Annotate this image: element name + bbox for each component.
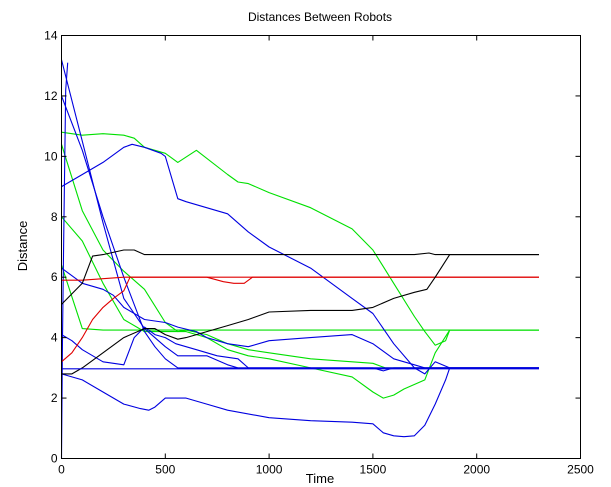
y-tick-label-4: 8 — [51, 210, 58, 224]
series-line-2 — [60, 144, 539, 369]
y-axis-label: Distance — [15, 221, 30, 272]
series-line-12 — [61, 276, 539, 363]
series-line-3 — [61, 216, 539, 399]
chart-title: Distances Between Robots — [248, 10, 392, 24]
y-tick-label-3: 6 — [51, 270, 58, 284]
series-line-14 — [61, 249, 539, 305]
series-line-10 — [61, 367, 539, 438]
tick-layer: 0 500 1000 1500 2000 2500 0 2 4 6 8 10 12 14 — [44, 29, 594, 477]
series-line-1 — [61, 131, 539, 346]
series-line-5 — [60, 59, 539, 369]
x-tick-label-3: 1500 — [360, 463, 387, 477]
y-tick-label-0: 0 — [51, 452, 58, 466]
x-tick-label-5: 2500 — [567, 463, 594, 477]
series-line-6 — [60, 95, 539, 369]
y-tick-label-6: 12 — [44, 89, 58, 103]
x-tick-label-1: 500 — [155, 463, 175, 477]
x-tick-label-0: 0 — [58, 463, 65, 477]
y-tick-label-5: 10 — [44, 149, 58, 163]
y-tick-label-2: 4 — [51, 331, 58, 345]
series-line-9 — [61, 326, 539, 372]
x-axis-label: Time — [306, 471, 334, 486]
y-tick-label-1: 2 — [51, 391, 58, 405]
series-line-8 — [61, 267, 539, 369]
x-tick-label-4: 2000 — [463, 463, 490, 477]
plot-frame — [61, 35, 581, 459]
series-line-11 — [60, 62, 69, 459]
x-tick-label-2: 1000 — [256, 463, 283, 477]
series-line-13 — [61, 276, 539, 281]
series-line-4 — [60, 264, 539, 331]
series-line-7 — [61, 143, 539, 375]
series-line-15 — [61, 254, 539, 375]
y-tick-label-7: 14 — [44, 29, 58, 43]
series-layer — [60, 59, 539, 459]
